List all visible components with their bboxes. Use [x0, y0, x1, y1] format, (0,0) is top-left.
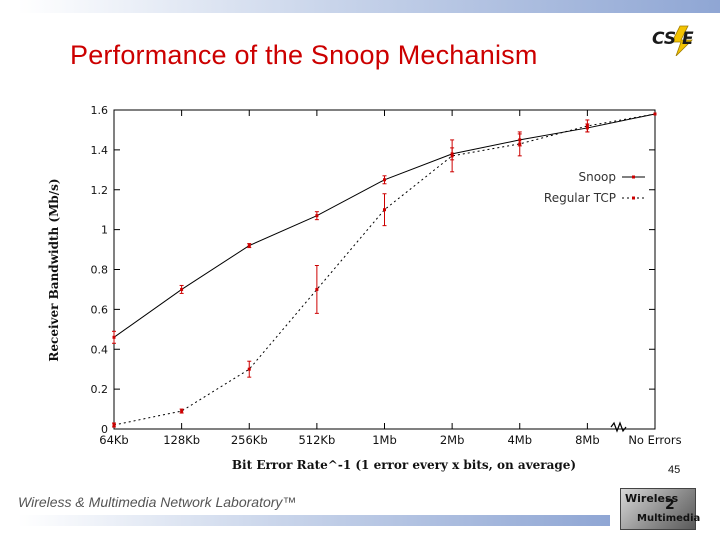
data-point-regular-tcp — [383, 208, 386, 212]
y-tick-label: 1.4 — [91, 144, 109, 157]
footer-logo-word2: Multimedia — [637, 513, 701, 524]
y-tick-label: 0.6 — [91, 303, 109, 316]
y-tick-label: 0.4 — [91, 343, 109, 356]
footer-lab-name: Wireless & Multimedia Network Laboratory… — [18, 494, 297, 510]
cse-logo-text: CS E — [652, 29, 694, 49]
top-decor-bar — [18, 0, 720, 13]
data-point-snoop — [518, 138, 522, 142]
x-axis-title: Bit Error Rate^-1 (1 error every x bits,… — [232, 458, 576, 472]
data-point-regular-tcp — [112, 423, 116, 427]
x-tick-label: No Errors — [628, 433, 681, 447]
x-tick-label: 8Mb — [575, 433, 600, 447]
legend-marker-snoop — [632, 175, 635, 179]
footer-logo-word1: Wireless — [625, 492, 679, 505]
data-point-snoop — [585, 126, 589, 130]
x-tick-label: 512Kb — [298, 433, 335, 447]
data-point-snoop — [180, 287, 184, 291]
data-point-regular-tcp — [315, 287, 319, 291]
data-point-snoop — [315, 214, 319, 218]
y-tick-label: 0.8 — [91, 264, 109, 277]
x-tick-label: 4Mb — [507, 433, 532, 447]
plot-area-frame — [113, 109, 656, 430]
cse-logo: CS E — [652, 25, 694, 56]
data-point-regular-tcp — [180, 409, 184, 413]
legend-marker-regular-tcp — [632, 196, 635, 200]
x-tick-label: 64Kb — [99, 433, 128, 447]
data-point-regular-tcp — [518, 142, 522, 146]
wireless-multimedia-logo: Wireless 2 Multimedia — [620, 488, 700, 530]
data-point-regular-tcp — [653, 112, 657, 116]
footer-logo-digit: 2 — [665, 497, 675, 513]
x-tick-label: 1Mb — [372, 433, 397, 447]
data-point-regular-tcp — [247, 367, 251, 371]
series-line-regular-tcp — [113, 113, 656, 426]
page-number: 45 — [668, 464, 681, 476]
legend-label-snoop: Snoop — [578, 170, 616, 184]
axis-break-mark — [610, 421, 627, 433]
data-point-snoop — [383, 178, 386, 182]
footer-decor-bar — [18, 515, 610, 526]
data-point-regular-tcp — [585, 124, 589, 128]
data-point-snoop — [450, 152, 454, 156]
data-point-regular-tcp — [450, 154, 454, 158]
y-tick-label: 0.2 — [91, 383, 109, 396]
legend-label-regular-tcp: Regular TCP — [544, 191, 616, 205]
y-tick-label: 1 — [101, 224, 108, 237]
x-tick-label: 2Mb — [440, 433, 465, 447]
x-tick-label: 128Kb — [163, 433, 200, 447]
slide-title: Performance of the Snoop Mechanism — [70, 40, 538, 70]
y-tick-label: 0 — [101, 423, 108, 436]
data-point-snoop — [247, 244, 251, 248]
y-tick-label: 1.2 — [91, 184, 109, 197]
x-tick-label: 256Kb — [231, 433, 268, 447]
y-tick-label: 1.6 — [91, 104, 109, 117]
data-point-snoop — [112, 335, 116, 339]
y-axis-title: Receiver Bandwidth (Mb/s) — [47, 178, 61, 361]
